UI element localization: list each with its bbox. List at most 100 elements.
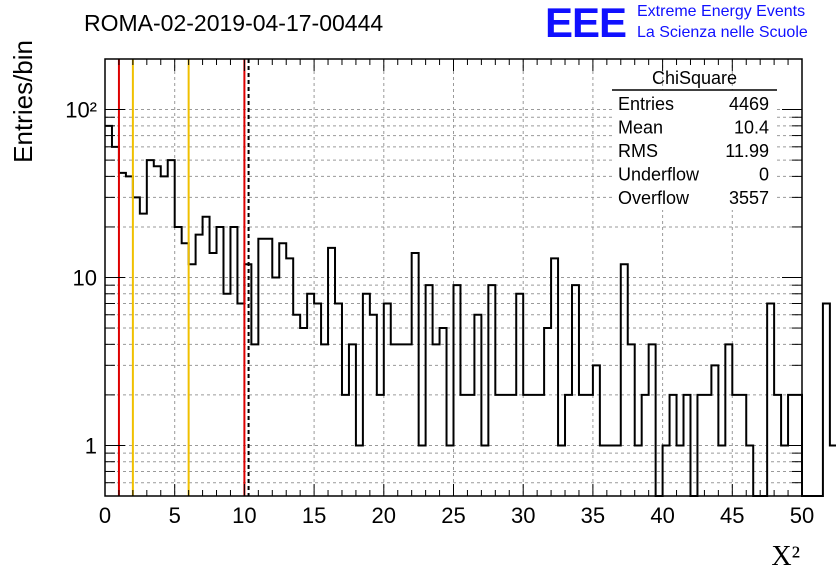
histogram-bin — [725, 344, 732, 496]
histogram-bin — [300, 328, 307, 496]
histogram-bin — [105, 126, 112, 496]
histogram-bin — [168, 160, 175, 496]
histogram-bin — [314, 304, 321, 496]
histogram-bin — [774, 395, 781, 496]
stats-box-bg — [612, 90, 777, 210]
histogram-bin — [704, 395, 711, 496]
histogram-bin — [739, 395, 746, 496]
histogram-bin — [600, 445, 607, 496]
histogram-bin — [286, 258, 293, 496]
histogram-bin — [293, 315, 300, 496]
eee-logo: EEE — [545, 0, 627, 46]
histogram-bin — [147, 160, 154, 496]
histogram-bin — [342, 395, 349, 496]
x-tick-label: 40 — [650, 503, 674, 528]
y-tick-label: 10² — [65, 98, 97, 123]
histogram-bin — [551, 258, 558, 496]
histogram-bin — [495, 395, 502, 496]
y-axis-label: Entries/bin — [8, 40, 38, 163]
histogram-bin — [572, 285, 579, 496]
x-tick-label: 15 — [302, 503, 326, 528]
histogram-bin — [126, 176, 133, 496]
histogram-bin — [133, 197, 140, 496]
histogram-bin — [621, 264, 628, 496]
histogram-bin — [614, 445, 621, 496]
stats-row-value: 11.99 — [725, 141, 769, 161]
histogram-bin — [112, 147, 119, 496]
histogram-bin — [154, 166, 161, 496]
histogram-bin — [251, 344, 258, 496]
stats-row-label: RMS — [618, 141, 658, 161]
histogram-bin — [454, 285, 461, 496]
histogram-bin — [321, 344, 328, 496]
histogram-bin — [684, 395, 691, 496]
histogram-bin — [370, 315, 377, 496]
histogram-bin — [140, 214, 147, 496]
histogram-bin — [586, 395, 593, 496]
histogram-bin — [210, 253, 217, 496]
histogram-line — [105, 124, 836, 497]
histogram-bin — [523, 395, 530, 496]
histogram-bin — [433, 344, 440, 496]
histogram-bin — [405, 344, 412, 496]
run-title: ROMA-02-2019-04-17-00444 — [84, 10, 384, 36]
stats-row-label: Underflow — [618, 165, 700, 185]
histogram-bin — [781, 445, 788, 496]
stats-box-title: ChiSquare — [652, 68, 737, 88]
histogram-bin — [718, 445, 725, 496]
histogram-bin — [196, 235, 203, 496]
histogram-bin — [544, 328, 551, 496]
x-tick-label: 30 — [511, 503, 535, 528]
histogram-bin — [440, 328, 447, 496]
histogram-bin — [279, 243, 286, 496]
histogram-bin — [697, 395, 704, 496]
stats-row-value: 10.4 — [734, 118, 769, 138]
histogram-bin — [460, 395, 467, 496]
histogram-bin — [593, 365, 600, 496]
histogram-bin — [481, 445, 488, 496]
logo-line-2: La Scienza nelle Scuole — [637, 24, 808, 41]
histogram-bin — [488, 285, 495, 496]
histogram-bin — [217, 227, 224, 496]
histogram-bin — [272, 278, 279, 497]
histogram-bin — [663, 445, 670, 496]
histogram-bin — [161, 176, 168, 496]
histogram-bin — [447, 445, 454, 496]
histogram-bin — [467, 395, 474, 496]
stats-row-label: Entries — [618, 94, 674, 114]
histogram-bin — [307, 294, 314, 496]
histogram-bin — [474, 315, 481, 496]
histogram-bin — [579, 395, 586, 496]
histogram-bin — [530, 395, 537, 496]
histogram-bin — [230, 227, 237, 496]
stats-row-label: Mean — [618, 118, 663, 138]
histogram-bin — [502, 395, 509, 496]
histogram-bin — [537, 395, 544, 496]
histogram-bin — [398, 344, 405, 496]
x-tick-label: 10 — [232, 503, 256, 528]
histogram-bin — [265, 239, 272, 496]
stats-row-value: 0 — [759, 165, 769, 185]
histogram-bin — [607, 445, 614, 496]
histogram-bin — [419, 445, 426, 496]
x-tick-label: 35 — [581, 503, 605, 528]
histogram-bin — [412, 253, 419, 496]
histogram-bin — [565, 395, 572, 496]
histogram-bin — [363, 294, 370, 496]
histogram-bin — [349, 344, 356, 496]
histogram-bin — [223, 294, 230, 496]
histogram-bin — [830, 445, 836, 496]
histogram-bin — [335, 304, 342, 496]
x-tick-label: 0 — [99, 503, 111, 528]
histogram-bin — [628, 344, 635, 496]
logo-line-1: Extreme Energy Events — [637, 3, 806, 20]
histogram-bin — [516, 294, 523, 496]
histogram-bin — [203, 217, 210, 496]
histogram-bin — [711, 365, 718, 496]
histogram-bin — [823, 304, 830, 496]
histogram-bin — [237, 304, 244, 496]
histogram-bin — [635, 445, 642, 496]
x-tick-label: 45 — [720, 503, 744, 528]
histogram-bin — [356, 445, 363, 496]
